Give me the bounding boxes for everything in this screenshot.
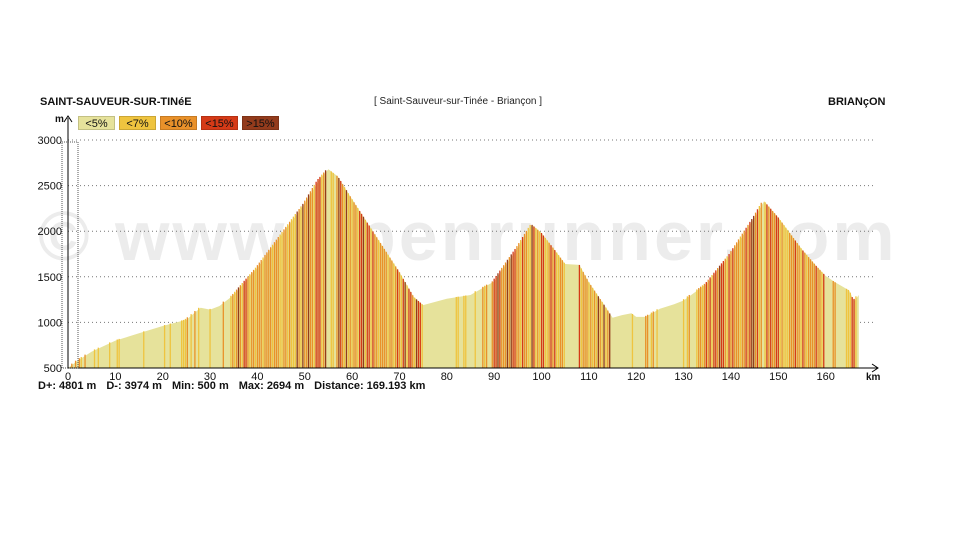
y-tick-label: 2000 (38, 226, 62, 238)
start-marker (61, 141, 79, 369)
stat-label: Min: (171, 380, 195, 392)
profile-area (68, 169, 859, 368)
x-axis-label: km (866, 372, 881, 380)
x-tick-label: 50 (299, 371, 311, 380)
y-tick-label: 3000 (38, 135, 62, 147)
stat-item: D+: 4801 m (38, 380, 96, 392)
y-axis-arrow (63, 115, 73, 123)
x-tick-label: 10 (109, 371, 121, 380)
legend-item: <15% (201, 116, 238, 130)
stat-value: 169.193 km (366, 380, 426, 392)
stat-label: D-: (106, 380, 122, 392)
x-tick-label: 100 (532, 371, 550, 380)
stat-value: 3974 m (124, 380, 162, 392)
legend-item: <7% (119, 116, 156, 130)
stat-value: 500 m (197, 380, 229, 392)
y-tick-label: 1500 (38, 272, 62, 284)
x-tick-label: 40 (251, 371, 263, 380)
stat-value: 4801 m (59, 380, 97, 392)
x-tick-label: 70 (393, 371, 405, 380)
y-tick-label: 500 (44, 363, 62, 375)
end-town-label: BRIANçON (828, 96, 886, 108)
x-tick-label: 120 (627, 371, 645, 380)
stat-label: Max: (238, 380, 264, 392)
y-tick-label: 1000 (38, 317, 62, 329)
stat-item: Max: 2694 m (239, 380, 304, 392)
y-tick-label: 2500 (38, 181, 62, 193)
x-tick-label: 90 (488, 371, 500, 380)
x-tick-label: 80 (441, 371, 453, 380)
stat-item: Min: 500 m (172, 380, 229, 392)
stat-item: D-: 3974 m (106, 380, 162, 392)
stat-value: 2694 m (266, 380, 305, 392)
route-stats: D+: 4801 m D-: 3974 m Min: 500 m Max: 2694 m Dis… (38, 380, 425, 392)
start-town-label: SAINT-SAUVEUR-SUR-TINéE (40, 96, 192, 108)
x-tick-label: 150 (769, 371, 787, 380)
x-axis-arrow (871, 363, 879, 373)
y-axis-label: m (55, 114, 64, 125)
x-tick-label: 0 (65, 371, 71, 380)
x-tick-label: 160 (816, 371, 834, 380)
slope-legend: <5% <7% <10% <15% >15% (78, 116, 279, 130)
legend-item: <5% (78, 116, 115, 130)
x-tick-label: 140 (722, 371, 740, 380)
x-tick-label: 130 (674, 371, 692, 380)
x-tick-label: 60 (346, 371, 358, 380)
elevation-chart: 500 1000 1500 2000 2500 3000 m 0 10 20 30 40 50 60 70 8… (38, 114, 881, 380)
legend-item: <10% (160, 116, 197, 130)
legend-item: >15% (242, 116, 279, 130)
stat-label: Distance: (314, 380, 364, 392)
route-title: [ Saint-Sauveur-sur-Tinée - Briançon ] (374, 96, 543, 107)
stat-label: D+: (38, 380, 57, 392)
x-tick-label: 20 (157, 371, 169, 380)
x-tick-label: 110 (580, 371, 598, 380)
stat-item: Distance: 169.193 km (314, 380, 425, 392)
x-tick-label: 30 (204, 371, 216, 380)
